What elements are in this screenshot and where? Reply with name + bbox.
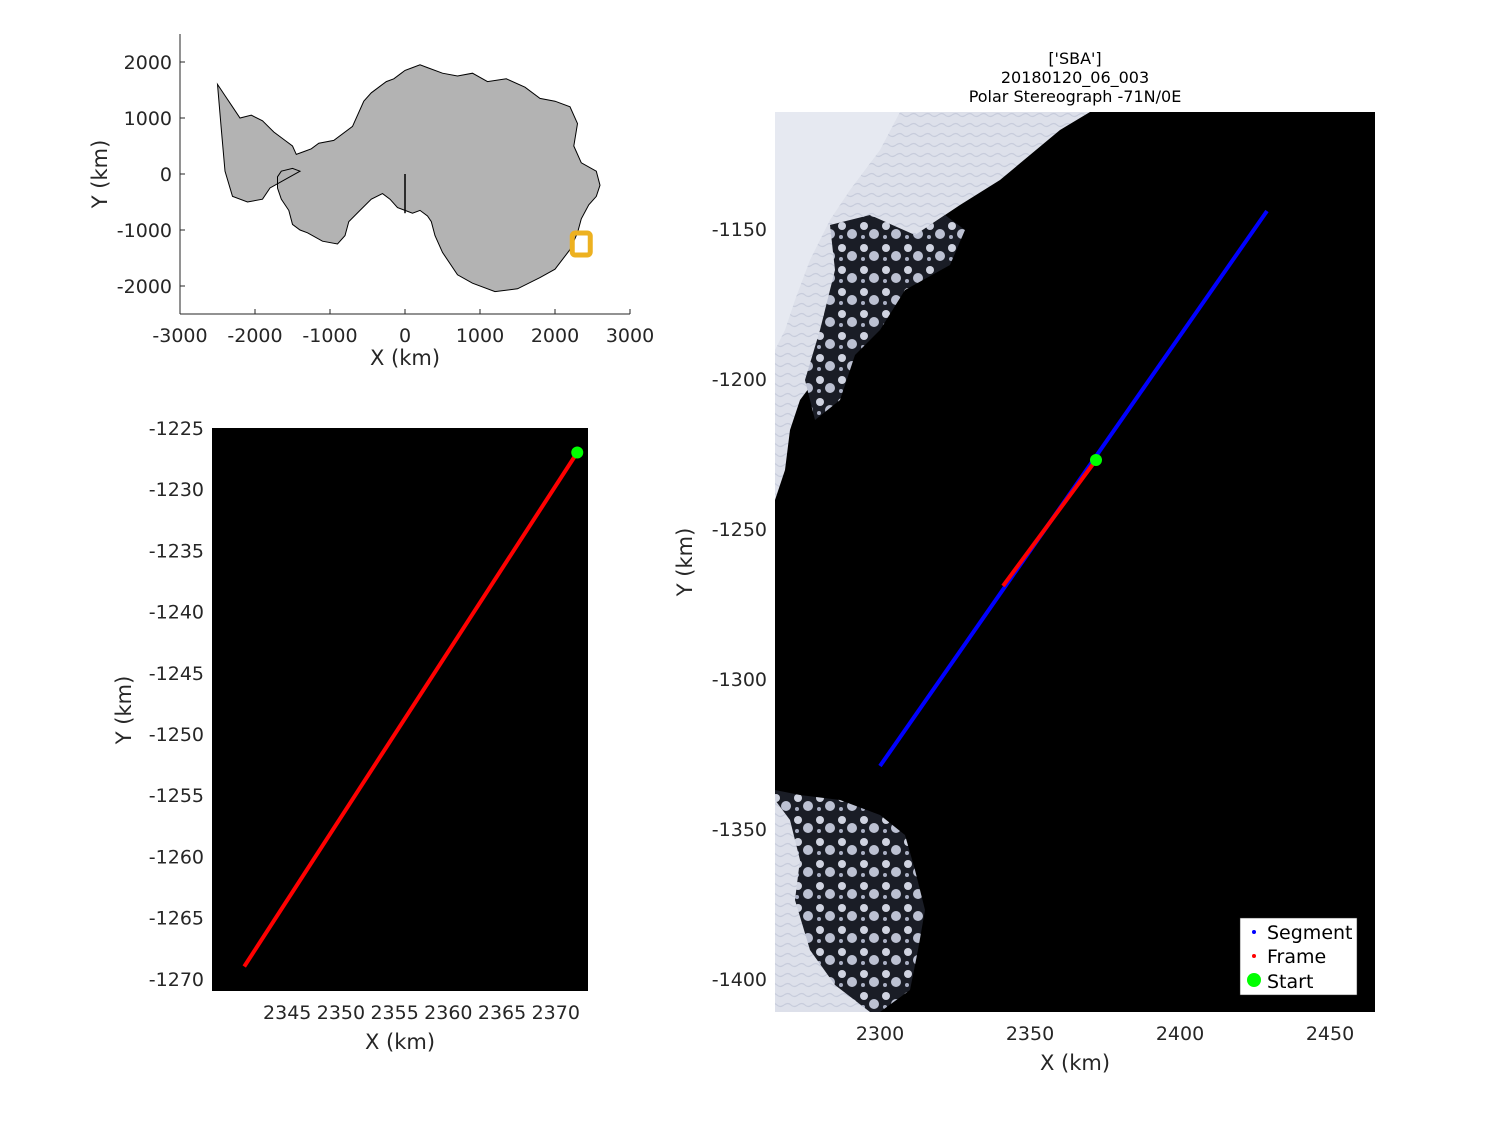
main-y-tick-label: -1250 — [712, 519, 767, 541]
main-x-tick-label: 2400 — [1156, 1023, 1204, 1045]
overview-y-ticks: -2000 -1000 0 1000 2000 — [117, 52, 185, 298]
overview-y-tick-label: -2000 — [117, 276, 172, 298]
sea-ice-floes-north — [805, 215, 965, 420]
main-x-axis-label: X (km) — [1040, 1051, 1110, 1075]
ice-shelf-north — [775, 112, 1090, 500]
zoom-x-ticks: 2345 2350 2355 2360 2365 2370 — [263, 1002, 580, 1024]
main-satellite-imagery — [775, 112, 1090, 1012]
legend-marker-segment — [1252, 930, 1256, 934]
ice-shelf-south — [775, 800, 870, 1012]
zoom-x-tick-label: 2360 — [424, 1002, 472, 1024]
legend: Segment Frame Start — [1239, 917, 1358, 996]
segment-location-marker — [569, 230, 593, 258]
zoom-start-point — [571, 446, 584, 459]
overview-y-axis-label: Y (km) — [88, 140, 112, 210]
overview-x-tick-label: 1000 — [456, 325, 504, 347]
main-plot-area — [878, 209, 1269, 768]
zoom-y-tick-label: -1230 — [149, 479, 204, 501]
zoom-x-tick-label: 2345 — [263, 1002, 311, 1024]
main-y-tick-label: -1300 — [712, 669, 767, 691]
main-y-tick-label: -1400 — [712, 969, 767, 991]
main-y-ticks: -1150 -1200 -1250 -1300 -1350 -1400 — [712, 219, 767, 991]
overview-x-tick-label: 0 — [399, 325, 411, 347]
zoom-y-tick-label: -1270 — [149, 969, 204, 991]
main-x-ticks: 2300 2350 2400 2450 — [856, 1023, 1354, 1045]
main-x-tick-label: 2450 — [1306, 1023, 1354, 1045]
main-title-line-2: 20180120_06_003 — [1001, 68, 1149, 88]
zoom-y-tick-label: -1245 — [149, 663, 204, 685]
overview-x-tick-label: -3000 — [152, 325, 207, 347]
zoom-y-axis-label: Y (km) — [112, 676, 136, 746]
legend-marker-frame — [1252, 954, 1256, 958]
zoom-plot-panel: 2345 2350 2355 2360 2365 2370 -1225 -1230 -1235… — [112, 418, 588, 1054]
start-point — [1090, 454, 1102, 466]
ice-sheet-north — [775, 112, 900, 350]
overview-map-panel: -3000 -2000 -1000 0 1000 2000 3000 -2000 -1000 0… — [88, 34, 654, 370]
overview-y-tick-label: -1000 — [117, 220, 172, 242]
main-title-line-1: ['SBA'] — [1048, 49, 1101, 68]
main-x-tick-label: 2300 — [856, 1023, 904, 1045]
overview-y-tick-label: 2000 — [124, 52, 172, 74]
zoom-x-tick-label: 2365 — [478, 1002, 526, 1024]
overview-x-tick-label: 2000 — [531, 325, 579, 347]
zoom-y-tick-label: -1240 — [149, 602, 204, 624]
zoom-y-tick-label: -1260 — [149, 846, 204, 868]
zoom-x-tick-label: 2350 — [317, 1002, 365, 1024]
main-x-tick-label: 2350 — [1006, 1023, 1054, 1045]
main-plot-panel: ['SBA'] 20180120_06_003 Polar Stereograp… — [673, 49, 1375, 1075]
overview-x-axis-label: X (km) — [370, 346, 440, 370]
zoom-y-tick-label: -1225 — [149, 418, 204, 440]
zoom-x-tick-label: 2355 — [370, 1002, 418, 1024]
zoom-plot-background — [212, 428, 588, 991]
legend-label-start: Start — [1267, 971, 1313, 993]
zoom-y-tick-label: -1255 — [149, 785, 204, 807]
zoom-frame-line — [242, 451, 579, 968]
main-y-tick-label: -1200 — [712, 369, 767, 391]
zoom-plot-area — [242, 446, 584, 968]
zoom-y-tick-label: -1250 — [149, 724, 204, 746]
overview-x-tick-label: -1000 — [302, 325, 357, 347]
zoom-y-ticks: -1225 -1230 -1235 -1240 -1245 -1250 -1255 -1260… — [149, 418, 204, 991]
legend-label-segment: Segment — [1267, 922, 1353, 944]
zoom-x-tick-label: 2370 — [532, 1002, 580, 1024]
zoom-x-axis-label: X (km) — [365, 1030, 435, 1054]
overview-x-ticks: -3000 -2000 -1000 0 1000 2000 3000 — [152, 309, 654, 347]
main-y-tick-label: -1350 — [712, 819, 767, 841]
overview-x-tick-label: -2000 — [227, 325, 282, 347]
antarctica-landmass — [216, 64, 601, 293]
main-title-line-3: Polar Stereograph -71N/0E — [969, 87, 1182, 106]
frame-line — [1001, 458, 1098, 588]
overview-y-tick-label: 1000 — [124, 108, 172, 130]
overview-plot-area — [216, 64, 601, 293]
legend-marker-start — [1247, 973, 1261, 987]
zoom-y-tick-label: -1265 — [149, 908, 204, 930]
zoom-y-tick-label: -1235 — [149, 540, 204, 562]
main-y-tick-label: -1150 — [712, 219, 767, 241]
legend-label-frame: Frame — [1267, 946, 1326, 968]
overview-x-tick-label: 3000 — [606, 325, 654, 347]
overview-y-tick-label: 0 — [160, 164, 172, 186]
main-y-axis-label: Y (km) — [673, 528, 697, 598]
